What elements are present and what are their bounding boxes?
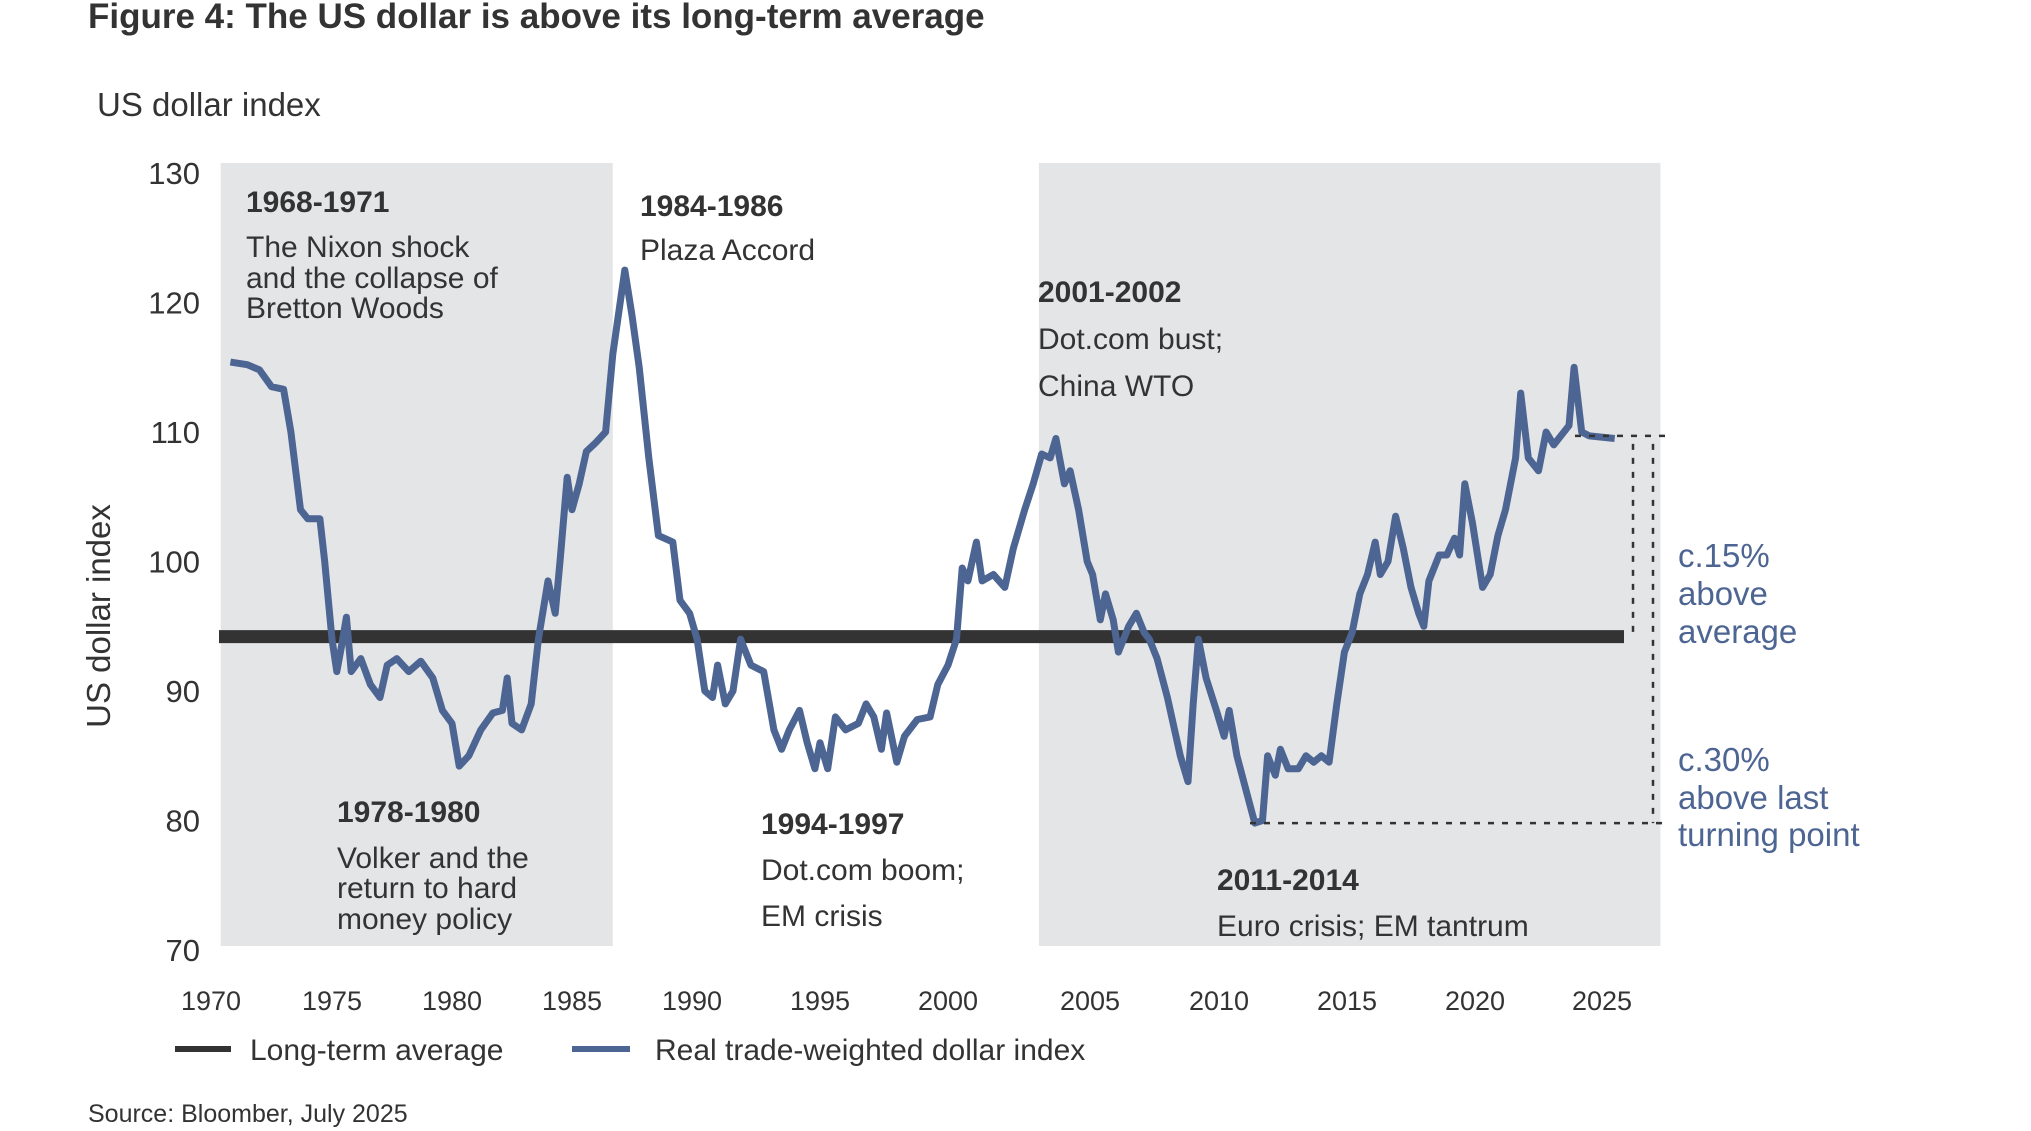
shaded-period-2 [1038,163,1661,946]
annotation-line: return to hard [337,872,517,905]
annotation-line: Dot.com bust; [1038,323,1223,356]
callout-30pct: c.30% above last turning point [1678,741,1860,853]
chart-subtitle: US dollar index [97,86,321,123]
annotation-heading: 1994-1997 [761,808,904,841]
y-tick-label: 110 [151,415,200,450]
annotation-line: The Nixon shock [246,231,470,264]
annotation-line: money policy [337,903,512,936]
x-tick-label: 1980 [422,986,482,1016]
annotation-line: Euro crisis; EM tantrum [1217,910,1529,943]
shaded-period-1 [220,163,613,946]
y-tick-label: 120 [148,286,200,321]
x-tick-label: 1995 [790,986,850,1016]
annotation-1984-1986: 1984-1986 Plaza Accord [640,190,815,267]
source-note: Source: Bloomber, July 2025 [88,1100,408,1128]
annotation-1994-1997: 1994-1997 Dot.com boom; EM crisis [761,808,964,933]
annotation-2001-2002: 2001-2002 Dot.com bust; China WTO [1038,276,1223,403]
annotation-heading: 2001-2002 [1038,276,1181,309]
x-tick-label: 2005 [1060,986,1120,1016]
y-tick-label: 100 [148,545,200,580]
x-tick-label: 2000 [918,986,978,1016]
callout-line: above [1678,575,1768,612]
callout-line: above last [1678,779,1828,816]
series-layer [219,266,1624,827]
x-axis-ticks: 1970 1975 1980 1985 1990 1995 2000 2005 2010 2015… [181,986,1632,1016]
legend-label-dollar-index: Real trade-weighted dollar index [655,1034,1085,1067]
legend-label-average: Long-term average [250,1034,503,1067]
annotation-line: Bretton Woods [246,292,444,325]
shaded-periods [220,163,1661,946]
x-tick-label: 1990 [662,986,722,1016]
x-tick-label: 2015 [1317,986,1377,1016]
y-tick-label: 90 [166,674,200,709]
annotation-1968-1971: 1968-1971 The Nixon shock and the collap… [246,186,499,325]
x-tick-label: 2020 [1445,986,1505,1016]
callout-line: c.30% [1678,741,1770,778]
annotation-line: EM crisis [761,900,883,933]
annotation-1978-1980: 1978-1980 Volker and the return to hard … [337,796,529,936]
y-axis-ticks: 130 120 110 100 90 80 70 [148,156,200,968]
x-tick-label: 1970 [181,986,241,1016]
annotation-2011-2014: 2011-2014 Euro crisis; EM tantrum [1217,864,1529,943]
annotation-line: China WTO [1038,370,1194,403]
x-tick-label: 1985 [542,986,602,1016]
callout-15pct: c.15% above average [1678,537,1797,650]
callout-line: turning point [1678,816,1860,853]
annotation-heading: 1978-1980 [337,796,480,829]
y-tick-label: 70 [166,933,200,968]
x-tick-label: 2010 [1189,986,1249,1016]
legend: Long-term average Real trade-weighted do… [175,1034,1085,1067]
callout-line: c.15% [1678,537,1770,574]
annotation-heading: 1984-1986 [640,190,783,223]
annotation-line: and the collapse of [246,262,499,295]
y-tick-label: 80 [166,804,200,839]
annotation-heading: 1968-1971 [246,186,389,219]
x-tick-label: 1975 [302,986,362,1016]
annotation-line: Plaza Accord [640,234,815,267]
callout-lines [1250,434,1672,825]
annotation-line: Volker and the [337,842,529,875]
x-tick-label: 2025 [1572,986,1632,1016]
y-tick-label: 130 [148,156,200,191]
annotation-heading: 2011-2014 [1217,864,1359,897]
dollar-index-line [229,266,1616,827]
callout-line: average [1678,613,1797,650]
annotation-line: Dot.com boom; [761,854,964,887]
y-axis-label: US dollar index [80,504,117,728]
chart-title: Figure 4: The US dollar is above its lon… [88,0,985,36]
